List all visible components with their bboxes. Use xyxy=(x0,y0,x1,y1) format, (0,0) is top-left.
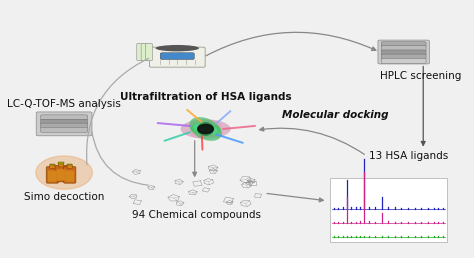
FancyBboxPatch shape xyxy=(381,42,426,47)
Text: 13 HSA ligands: 13 HSA ligands xyxy=(369,151,448,161)
FancyBboxPatch shape xyxy=(36,112,92,136)
FancyBboxPatch shape xyxy=(50,164,55,165)
FancyBboxPatch shape xyxy=(65,171,74,182)
Circle shape xyxy=(198,124,213,134)
Ellipse shape xyxy=(190,120,221,138)
FancyBboxPatch shape xyxy=(146,43,153,61)
FancyBboxPatch shape xyxy=(67,164,73,165)
FancyBboxPatch shape xyxy=(48,171,57,182)
FancyBboxPatch shape xyxy=(160,53,194,59)
Text: HPLC screening: HPLC screening xyxy=(380,71,461,81)
FancyBboxPatch shape xyxy=(329,178,447,242)
Ellipse shape xyxy=(181,119,230,139)
FancyBboxPatch shape xyxy=(41,115,88,120)
Text: Ultrafiltration of HSA ligands: Ultrafiltration of HSA ligands xyxy=(120,92,292,102)
FancyBboxPatch shape xyxy=(57,169,65,181)
FancyBboxPatch shape xyxy=(64,167,76,183)
FancyBboxPatch shape xyxy=(137,43,144,61)
Text: Molecular docking: Molecular docking xyxy=(282,110,388,120)
FancyBboxPatch shape xyxy=(141,43,148,61)
Text: 94 Chemical compounds: 94 Chemical compounds xyxy=(132,210,261,220)
FancyBboxPatch shape xyxy=(381,54,426,59)
FancyBboxPatch shape xyxy=(46,167,58,183)
FancyBboxPatch shape xyxy=(41,127,88,132)
FancyBboxPatch shape xyxy=(381,50,426,55)
FancyBboxPatch shape xyxy=(41,119,88,124)
FancyBboxPatch shape xyxy=(381,46,426,51)
FancyBboxPatch shape xyxy=(50,165,55,168)
FancyBboxPatch shape xyxy=(55,165,67,182)
FancyBboxPatch shape xyxy=(41,123,88,128)
FancyBboxPatch shape xyxy=(58,163,64,167)
FancyBboxPatch shape xyxy=(381,58,426,63)
Ellipse shape xyxy=(191,123,221,135)
Text: LC-Q-TOF-MS analysis: LC-Q-TOF-MS analysis xyxy=(7,100,121,109)
FancyBboxPatch shape xyxy=(67,165,73,168)
Circle shape xyxy=(36,156,92,189)
Text: Simo decoction: Simo decoction xyxy=(24,192,104,202)
Ellipse shape xyxy=(193,123,218,135)
Ellipse shape xyxy=(155,45,199,51)
FancyBboxPatch shape xyxy=(149,47,205,67)
Ellipse shape xyxy=(197,122,214,136)
Ellipse shape xyxy=(189,117,222,141)
FancyBboxPatch shape xyxy=(58,162,64,164)
FancyBboxPatch shape xyxy=(378,40,429,64)
